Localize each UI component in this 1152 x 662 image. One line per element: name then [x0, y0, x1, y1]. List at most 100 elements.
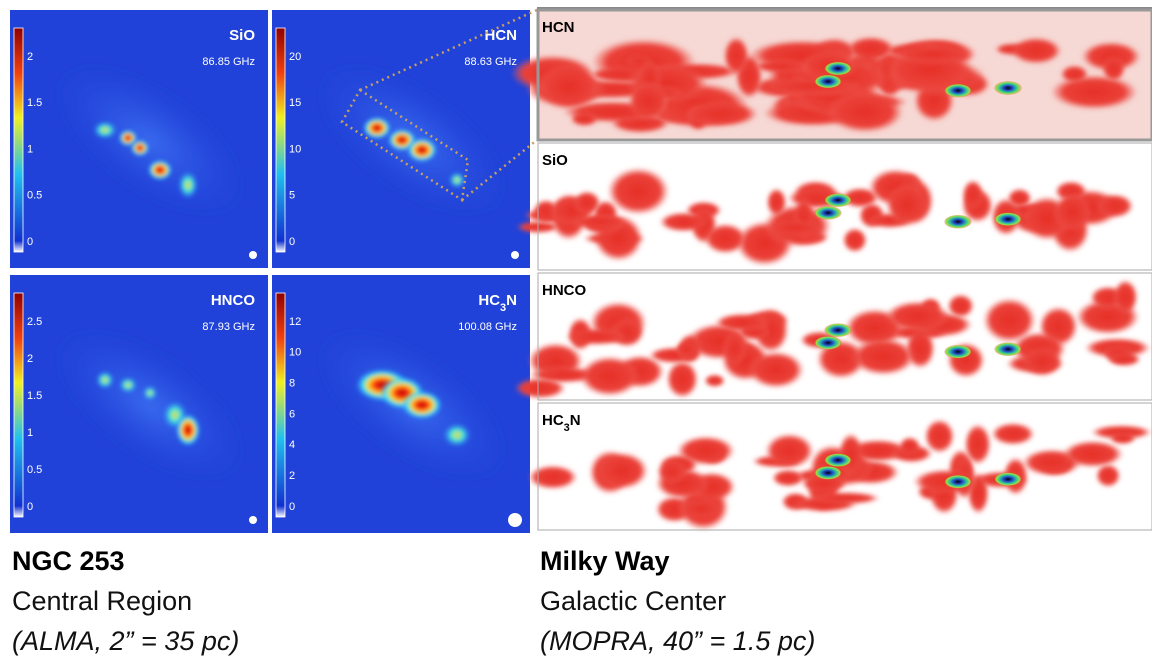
emission [767, 188, 787, 216]
emission [851, 338, 916, 376]
emission [1102, 56, 1125, 82]
emission [886, 183, 929, 226]
colorbar-tick: 0.5 [27, 190, 42, 202]
emission [579, 356, 639, 397]
colorbar-tick: 0 [27, 501, 33, 513]
frequency: 100.08 GHz [458, 321, 517, 333]
colorbar-tick: 6 [289, 408, 295, 420]
emission-peak [143, 386, 157, 400]
colorbar [14, 28, 23, 252]
emission [596, 452, 648, 490]
emission-core [944, 84, 972, 98]
emission-peak [402, 391, 442, 419]
emission [885, 301, 950, 332]
emission-core [944, 475, 972, 489]
emission [826, 91, 903, 133]
emission-core [824, 453, 852, 467]
emission [680, 500, 722, 518]
label-part: N [570, 412, 581, 429]
colorbar [276, 293, 285, 517]
panel-label: SiO [229, 27, 255, 44]
colorbar-tick: 0.5 [27, 464, 42, 476]
colorbar-tick: 1 [27, 427, 33, 439]
caption-title: Milky Way [540, 546, 670, 576]
colorbar-tick: 1 [27, 143, 33, 155]
emission [684, 101, 758, 127]
colorbar-tick: 0 [27, 236, 33, 248]
colorbar-tick: 2 [289, 470, 295, 482]
colorbar-tick: 1.5 [27, 97, 42, 109]
label-part: HC [542, 412, 564, 429]
emission-core [994, 472, 1022, 486]
map-panel: HCN [511, 10, 1152, 140]
map-panel: SiO [517, 143, 1152, 270]
panel-label: SiO [542, 152, 568, 169]
emission [724, 37, 749, 76]
label-part: SiO [229, 27, 255, 44]
beam [508, 513, 522, 527]
label-part: HCN [485, 27, 518, 44]
colorbar-tick: 10 [289, 347, 301, 359]
label-part: HC [478, 292, 500, 309]
colorbar-tick: 20 [289, 51, 301, 63]
caption-subtitle: Central Region [12, 586, 192, 616]
label-part: SiO [542, 152, 568, 169]
emission-core [814, 466, 842, 480]
emission [1096, 464, 1121, 487]
emission [843, 228, 867, 253]
label-part: HCN [542, 19, 575, 36]
caption-note: (ALMA, 2” = 35 pc) [12, 626, 239, 656]
beam [249, 516, 257, 524]
emission-core [814, 336, 842, 350]
colorbar-tick: 5 [289, 190, 295, 202]
emission-core [994, 342, 1022, 356]
colorbar [14, 293, 23, 517]
map-panel: 2.521.510.50HNCO87.93 GHz [10, 275, 269, 533]
emission-core [824, 62, 852, 76]
emission-peak [407, 138, 437, 162]
emission [899, 437, 920, 457]
emission-peak [363, 117, 391, 139]
emission [704, 223, 747, 254]
panel-label: HCN [542, 19, 575, 36]
emission-peak [131, 140, 149, 156]
emission [893, 45, 974, 63]
panel-label: HCN [485, 27, 518, 44]
colorbar-tick: 2.5 [27, 316, 42, 328]
panel-label: HNCO [542, 282, 586, 299]
emission [983, 298, 1036, 343]
emission [1022, 346, 1062, 376]
label-part: N [506, 292, 517, 309]
label-part: HNCO [211, 292, 255, 309]
colorbar-tick: 8 [289, 378, 295, 390]
emission-peak [443, 423, 471, 447]
frequency: 86.85 GHz [202, 56, 255, 68]
emission [1108, 352, 1141, 366]
emission-core [814, 206, 842, 220]
emission [765, 433, 814, 468]
emission [924, 419, 954, 453]
caption-subtitle: Galactic Center [540, 586, 726, 616]
emission-peak [119, 377, 137, 393]
colorbar-tick: 10 [289, 143, 301, 155]
frequency: 87.93 GHz [202, 321, 255, 333]
emission [1097, 194, 1134, 218]
emission [1011, 37, 1062, 64]
emission-peak [148, 160, 172, 180]
emission [1053, 193, 1091, 232]
emission [1110, 432, 1136, 445]
panel-label: HNCO [211, 292, 255, 309]
emission [1061, 65, 1089, 83]
emission [1050, 75, 1137, 110]
emission [666, 360, 698, 398]
emission-core [824, 193, 852, 207]
emission [571, 215, 629, 229]
emission [723, 332, 747, 366]
emission-peak [176, 414, 200, 446]
label-part: HNCO [542, 282, 586, 299]
emission [659, 212, 707, 232]
frequency: 88.63 GHz [464, 56, 517, 68]
